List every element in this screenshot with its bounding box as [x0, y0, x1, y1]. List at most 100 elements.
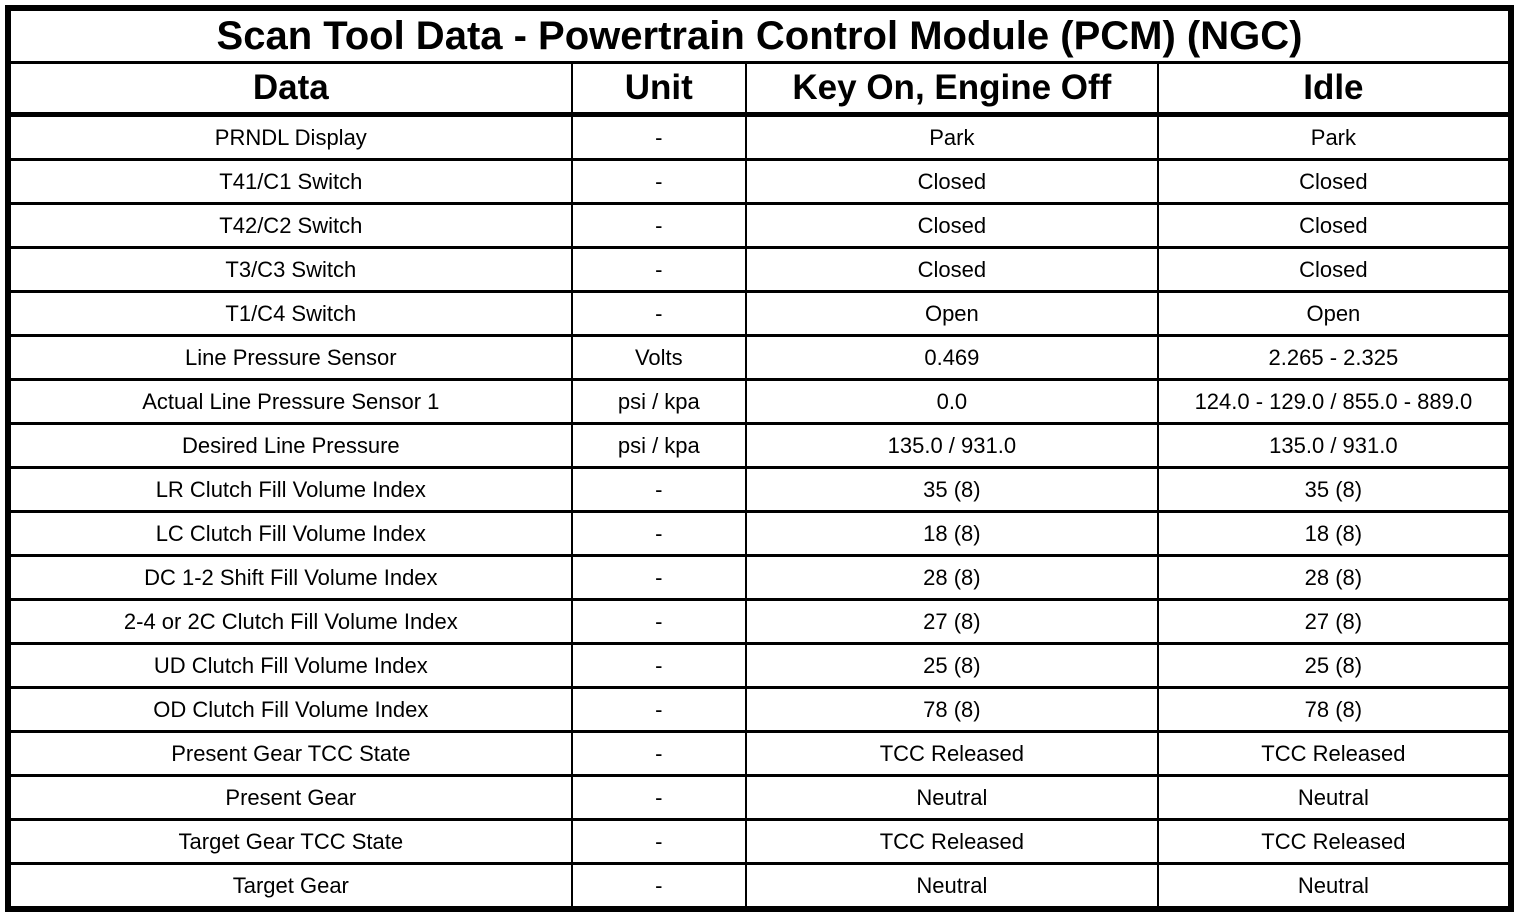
table-row: Present Gear - Neutral Neutral	[7, 774, 1513, 821]
cell-data: Desired Line Pressure	[7, 422, 573, 469]
cell-data: Actual Line Pressure Sensor 1	[7, 378, 573, 425]
cell-key-on-engine-off: Park	[744, 113, 1159, 161]
cell-key-on-engine-off: Closed	[744, 158, 1159, 205]
cell-data: Present Gear TCC State	[7, 730, 573, 777]
cell-unit: -	[570, 113, 747, 161]
table-row: Target Gear TCC State - TCC Released TCC…	[7, 818, 1513, 865]
cell-unit: psi / kpa	[570, 422, 747, 469]
cell-idle: 78 (8)	[1156, 686, 1513, 733]
table-row: Actual Line Pressure Sensor 1 psi / kpa …	[7, 378, 1513, 425]
cell-key-on-engine-off: 18 (8)	[744, 510, 1159, 557]
cell-key-on-engine-off: 135.0 / 931.0	[744, 422, 1159, 469]
cell-key-on-engine-off: Open	[744, 290, 1159, 337]
cell-key-on-engine-off: TCC Released	[744, 730, 1159, 777]
page: Scan Tool Data - Powertrain Control Modu…	[5, 5, 1514, 912]
cell-unit: -	[570, 862, 747, 911]
table-title-row: Scan Tool Data - Powertrain Control Modu…	[7, 6, 1512, 64]
cell-unit: -	[570, 642, 747, 689]
cell-key-on-engine-off: 27 (8)	[744, 598, 1159, 645]
cell-idle: 28 (8)	[1156, 554, 1513, 601]
table-title: Scan Tool Data - Powertrain Control Modu…	[7, 6, 1512, 64]
table-row: OD Clutch Fill Volume Index - 78 (8) 78 …	[7, 686, 1513, 733]
cell-unit: -	[570, 598, 747, 645]
cell-idle: 135.0 / 931.0	[1156, 422, 1513, 469]
cell-unit: -	[570, 158, 747, 205]
cell-idle: 25 (8)	[1156, 642, 1513, 689]
cell-key-on-engine-off: TCC Released	[744, 818, 1159, 865]
cell-data: T41/C1 Switch	[7, 158, 573, 205]
cell-data: LC Clutch Fill Volume Index	[7, 510, 573, 557]
cell-data: T42/C2 Switch	[7, 202, 573, 249]
cell-data: LR Clutch Fill Volume Index	[7, 466, 573, 513]
cell-data: UD Clutch Fill Volume Index	[7, 642, 573, 689]
cell-idle: TCC Released	[1156, 730, 1513, 777]
table-row: Desired Line Pressure psi / kpa 135.0 / …	[7, 422, 1513, 469]
cell-key-on-engine-off: Neutral	[744, 774, 1159, 821]
cell-data: Present Gear	[7, 774, 573, 821]
table-row: T41/C1 Switch - Closed Closed	[7, 158, 1513, 205]
cell-data: Target Gear	[7, 862, 573, 911]
column-header-key-on-engine-off: Key On, Engine Off	[744, 61, 1159, 117]
table-row: Line Pressure Sensor Volts 0.469 2.265 -…	[7, 334, 1513, 381]
cell-unit: -	[570, 202, 747, 249]
cell-unit: -	[570, 554, 747, 601]
cell-idle: Closed	[1156, 246, 1513, 293]
cell-unit: -	[570, 818, 747, 865]
cell-idle: Closed	[1156, 158, 1513, 205]
cell-idle: Neutral	[1156, 862, 1513, 911]
cell-key-on-engine-off: 35 (8)	[744, 466, 1159, 513]
table-row: T42/C2 Switch - Closed Closed	[7, 202, 1513, 249]
cell-key-on-engine-off: 25 (8)	[744, 642, 1159, 689]
table-header-row: Data Unit Key On, Engine Off Idle	[7, 61, 1513, 117]
column-header-data: Data	[7, 61, 573, 117]
table-row: 2-4 or 2C Clutch Fill Volume Index - 27 …	[7, 598, 1513, 645]
cell-unit: -	[570, 290, 747, 337]
cell-unit: -	[570, 686, 747, 733]
cell-data: Line Pressure Sensor	[7, 334, 573, 381]
table-row: Target Gear - Neutral Neutral	[7, 862, 1513, 911]
table-row: DC 1-2 Shift Fill Volume Index - 28 (8) …	[7, 554, 1513, 601]
cell-key-on-engine-off: 0.469	[744, 334, 1159, 381]
table-row: LC Clutch Fill Volume Index - 18 (8) 18 …	[7, 510, 1513, 557]
cell-idle: 18 (8)	[1156, 510, 1513, 557]
cell-idle: Park	[1156, 113, 1513, 161]
cell-data: 2-4 or 2C Clutch Fill Volume Index	[7, 598, 573, 645]
table-row: UD Clutch Fill Volume Index - 25 (8) 25 …	[7, 642, 1513, 689]
cell-unit: -	[570, 246, 747, 293]
cell-unit: Volts	[570, 334, 747, 381]
column-header-unit: Unit	[570, 61, 747, 117]
cell-data: PRNDL Display	[7, 113, 573, 161]
table-row: Present Gear TCC State - TCC Released TC…	[7, 730, 1513, 777]
table-row: T1/C4 Switch - Open Open	[7, 290, 1513, 337]
cell-data: Target Gear TCC State	[7, 818, 573, 865]
scan-tool-data-table: Scan Tool Data - Powertrain Control Modu…	[5, 5, 1514, 912]
column-header-idle: Idle	[1156, 61, 1513, 117]
table-row: T3/C3 Switch - Closed Closed	[7, 246, 1513, 293]
cell-key-on-engine-off: 28 (8)	[744, 554, 1159, 601]
cell-key-on-engine-off: Closed	[744, 202, 1159, 249]
cell-unit: psi / kpa	[570, 378, 747, 425]
cell-key-on-engine-off: 78 (8)	[744, 686, 1159, 733]
cell-idle: 2.265 - 2.325	[1156, 334, 1513, 381]
cell-idle: 35 (8)	[1156, 466, 1513, 513]
cell-idle: 124.0 - 129.0 / 855.0 - 889.0	[1156, 378, 1513, 425]
cell-idle: Open	[1156, 290, 1513, 337]
cell-idle: Closed	[1156, 202, 1513, 249]
cell-idle: Neutral	[1156, 774, 1513, 821]
table-row: PRNDL Display - Park Park	[7, 113, 1513, 161]
cell-key-on-engine-off: Neutral	[744, 862, 1159, 911]
cell-data: T1/C4 Switch	[7, 290, 573, 337]
cell-unit: -	[570, 730, 747, 777]
cell-idle: TCC Released	[1156, 818, 1513, 865]
cell-data: T3/C3 Switch	[7, 246, 573, 293]
cell-unit: -	[570, 774, 747, 821]
cell-key-on-engine-off: 0.0	[744, 378, 1159, 425]
cell-unit: -	[570, 510, 747, 557]
cell-idle: 27 (8)	[1156, 598, 1513, 645]
cell-data: DC 1-2 Shift Fill Volume Index	[7, 554, 573, 601]
table-body: PRNDL Display - Park Park T41/C1 Switch …	[7, 113, 1513, 911]
cell-data: OD Clutch Fill Volume Index	[7, 686, 573, 733]
cell-unit: -	[570, 466, 747, 513]
cell-key-on-engine-off: Closed	[744, 246, 1159, 293]
table-row: LR Clutch Fill Volume Index - 35 (8) 35 …	[7, 466, 1513, 513]
